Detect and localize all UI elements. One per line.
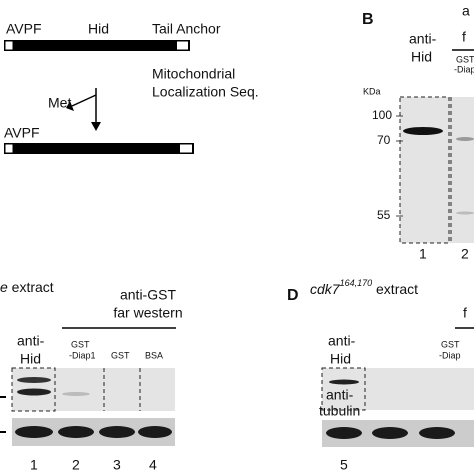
label: anti- [326, 387, 354, 403]
label: GST [111, 350, 130, 360]
title-part: cdk7 [310, 281, 341, 297]
label: AVPF [4, 125, 40, 141]
lane-number: 2 [461, 246, 469, 262]
label: AVPF [6, 21, 42, 37]
label: anti-GST [120, 287, 176, 303]
lane-number: 5 [340, 457, 348, 473]
band [372, 427, 408, 439]
band [15, 426, 53, 438]
band [58, 426, 94, 438]
label: GST [71, 339, 90, 349]
label: Met [48, 95, 71, 111]
label: Localization Seq. [152, 84, 259, 100]
construct-bar [4, 40, 190, 51]
title-part: extract [8, 279, 54, 295]
band [456, 211, 474, 215]
panel-letter: D [287, 287, 299, 304]
marker: 100 [372, 108, 392, 122]
label: Hid [88, 21, 109, 37]
panel-b: B a f anti- Hid GST -Diap KDa 100 70 55 … [362, 3, 474, 262]
construct-end [5, 144, 13, 153]
panel-d: D cdk7164,170 extract f anti- Hid GST -D… [287, 278, 474, 473]
construct-end [5, 41, 13, 50]
title-part: e [0, 279, 8, 295]
label: GST [441, 339, 460, 349]
band [17, 388, 51, 396]
panel-title: e extract [0, 279, 54, 295]
label: BSA [145, 350, 163, 360]
label: Mitochondrial [152, 66, 235, 82]
band [138, 426, 172, 438]
panel-a: AVPF Hid Tail Anchor Mitochondrial Local… [4, 21, 259, 154]
title-part: 164,170 [340, 278, 373, 288]
construct-bar [4, 143, 194, 154]
band [419, 427, 455, 439]
band [456, 137, 474, 141]
label: anti- [409, 31, 437, 47]
panel-title: cdk7164,170 extract [310, 278, 418, 296]
marker: 55 [377, 208, 391, 222]
lane-number: 1 [419, 246, 427, 262]
panel-c: e extract anti-GST far western anti- Hid… [0, 279, 183, 473]
band [326, 427, 362, 439]
label: -Diap [454, 64, 474, 74]
label: KDa [363, 86, 381, 96]
band [62, 392, 90, 396]
band [329, 379, 359, 385]
blot [322, 368, 474, 410]
label: GST [456, 54, 474, 64]
label: far western [113, 305, 182, 321]
arrow [71, 94, 97, 107]
blot [400, 97, 474, 243]
band [17, 377, 51, 383]
label: a [462, 3, 470, 19]
construct-end [177, 41, 188, 50]
lane-number: 1 [30, 457, 38, 473]
label: f [462, 29, 466, 45]
panel-letter: B [362, 11, 374, 28]
label: anti- [328, 333, 356, 349]
title-part: extract [372, 281, 418, 297]
label: -Diap1 [69, 350, 96, 360]
arrow-head [91, 122, 101, 131]
dashed-box [321, 367, 366, 411]
band [403, 127, 443, 135]
label: anti- [17, 333, 45, 349]
marker: 70 [377, 133, 391, 147]
band [99, 426, 135, 438]
lane-number: 4 [149, 457, 157, 473]
label: Tail Anchor [152, 21, 221, 37]
lane-number: 3 [113, 457, 121, 473]
label: tubulin [319, 403, 360, 419]
label: Hid [20, 351, 41, 367]
arrow-head [66, 101, 74, 111]
label: Hid [411, 49, 432, 65]
label: f [463, 305, 467, 321]
dashed-box [399, 96, 450, 244]
construct-end [180, 144, 192, 153]
label: -Diap [439, 350, 461, 360]
dashed-box [11, 367, 56, 412]
lane-number: 2 [72, 457, 80, 473]
label: Hid [330, 351, 351, 367]
